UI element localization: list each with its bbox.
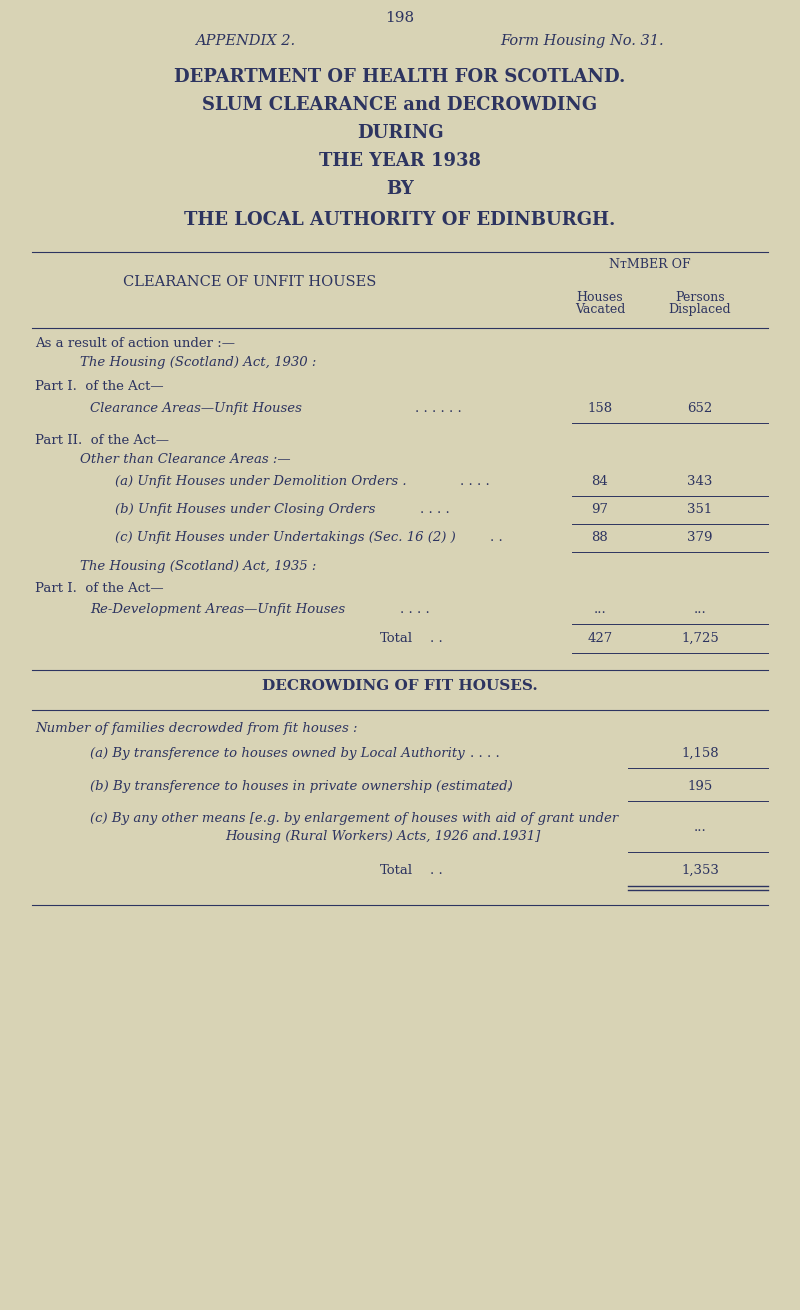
- Text: Form Housing No. 31.: Form Housing No. 31.: [500, 34, 664, 48]
- Text: 652: 652: [687, 402, 713, 415]
- Text: The Housing (Scotland) Act, 1935 :: The Housing (Scotland) Act, 1935 :: [80, 559, 316, 572]
- Text: 97: 97: [591, 503, 609, 516]
- Text: Re-Development Areas—Unfit Houses: Re-Development Areas—Unfit Houses: [90, 603, 345, 616]
- Text: 1,725: 1,725: [681, 631, 719, 645]
- Text: Clearance Areas—Unfit Houses: Clearance Areas—Unfit Houses: [90, 402, 302, 415]
- Text: (a) By transference to houses owned by Local Authority: (a) By transference to houses owned by L…: [90, 747, 465, 760]
- Text: (b) Unfit Houses under Closing Orders: (b) Unfit Houses under Closing Orders: [115, 503, 375, 516]
- Text: Persons: Persons: [675, 291, 725, 304]
- Text: . .: . .: [430, 865, 442, 876]
- Text: ...: ...: [594, 603, 606, 616]
- Text: (a) Unfit Houses under Demolition Orders .: (a) Unfit Houses under Demolition Orders…: [115, 476, 406, 489]
- Text: (c) By any other means [e.g. by enlargement of houses with aid of grant under: (c) By any other means [e.g. by enlargem…: [90, 812, 618, 825]
- Text: 1,158: 1,158: [681, 747, 719, 760]
- Text: Number of families decrowded from fit houses :: Number of families decrowded from fit ho…: [35, 722, 358, 735]
- Text: 351: 351: [687, 503, 713, 516]
- Text: . . .: . . .: [490, 779, 511, 793]
- Text: Total: Total: [380, 631, 413, 645]
- Text: Other than Clearance Areas :—: Other than Clearance Areas :—: [80, 453, 290, 466]
- Text: Part II.  of the Act—: Part II. of the Act—: [35, 434, 169, 447]
- Text: (b) By transference to houses in private ownership (estimated): (b) By transference to houses in private…: [90, 779, 513, 793]
- Text: 198: 198: [386, 10, 414, 25]
- Text: Part I.  of the Act—: Part I. of the Act—: [35, 380, 164, 393]
- Text: . .: . .: [490, 531, 502, 544]
- Text: Houses: Houses: [577, 291, 623, 304]
- Text: . . . . . .: . . . . . .: [415, 402, 462, 415]
- Text: NᴛMBER OF: NᴛMBER OF: [609, 258, 691, 271]
- Text: 88: 88: [592, 531, 608, 544]
- Text: The Housing (Scotland) Act, 1930 :: The Housing (Scotland) Act, 1930 :: [80, 356, 316, 369]
- Text: ...: ...: [694, 821, 706, 834]
- Text: 195: 195: [687, 779, 713, 793]
- Text: . . . .: . . . .: [470, 747, 500, 760]
- Text: DEPARTMENT OF HEALTH FOR SCOTLAND.: DEPARTMENT OF HEALTH FOR SCOTLAND.: [174, 68, 626, 86]
- Text: . . . .: . . . .: [480, 831, 510, 844]
- Text: 427: 427: [587, 631, 613, 645]
- Text: 84: 84: [592, 476, 608, 489]
- Text: As a result of action under :—: As a result of action under :—: [35, 337, 235, 350]
- Text: DURING: DURING: [357, 124, 443, 141]
- Text: Displaced: Displaced: [669, 303, 731, 316]
- Text: APPENDIX 2.: APPENDIX 2.: [195, 34, 295, 48]
- Text: Total: Total: [380, 865, 413, 876]
- Text: 158: 158: [587, 402, 613, 415]
- Text: 1,353: 1,353: [681, 865, 719, 876]
- Text: 343: 343: [687, 476, 713, 489]
- Text: . . . .: . . . .: [400, 603, 430, 616]
- Text: Part I.  of the Act—: Part I. of the Act—: [35, 582, 164, 595]
- Text: ...: ...: [694, 603, 706, 616]
- Text: DECROWDING OF FIT HOUSES.: DECROWDING OF FIT HOUSES.: [262, 679, 538, 693]
- Text: . .: . .: [430, 631, 442, 645]
- Text: 379: 379: [687, 531, 713, 544]
- Text: Housing (Rural Workers) Acts, 1926 and 1931]: Housing (Rural Workers) Acts, 1926 and 1…: [225, 831, 540, 844]
- Text: . . . .: . . . .: [420, 503, 450, 516]
- Text: (c) Unfit Houses under Undertakings (Sec. 16 (2) ): (c) Unfit Houses under Undertakings (Sec…: [115, 531, 456, 544]
- Text: Vacated: Vacated: [575, 303, 625, 316]
- Text: SLUM CLEARANCE and DECROWDING: SLUM CLEARANCE and DECROWDING: [202, 96, 598, 114]
- Text: THE LOCAL AUTHORITY OF EDINBURGH.: THE LOCAL AUTHORITY OF EDINBURGH.: [184, 211, 616, 229]
- Text: BY: BY: [386, 179, 414, 198]
- Text: . . . .: . . . .: [460, 476, 490, 489]
- Text: CLEARANCE OF UNFIT HOUSES: CLEARANCE OF UNFIT HOUSES: [123, 275, 377, 290]
- Text: THE YEAR 1938: THE YEAR 1938: [319, 152, 481, 170]
